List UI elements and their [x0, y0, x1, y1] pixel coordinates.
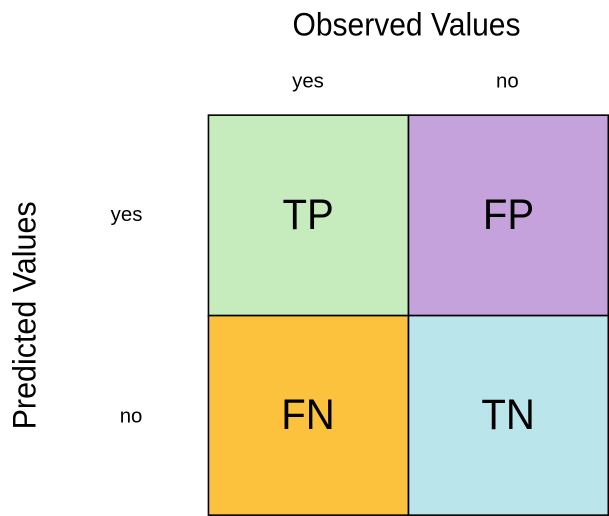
svg-text:TP: TP: [283, 192, 334, 239]
svg-text:TN: TN: [481, 392, 535, 439]
svg-text:Observed Values: Observed Values: [293, 6, 521, 42]
svg-text:no: no: [496, 71, 519, 93]
svg-text:FN: FN: [281, 392, 335, 439]
svg-text:FP: FP: [483, 192, 534, 239]
svg-text:no: no: [120, 405, 143, 427]
svg-text:yes: yes: [111, 204, 143, 226]
svg-text:Predicted Values: Predicted Values: [6, 201, 42, 429]
svg-text:yes: yes: [292, 71, 324, 93]
